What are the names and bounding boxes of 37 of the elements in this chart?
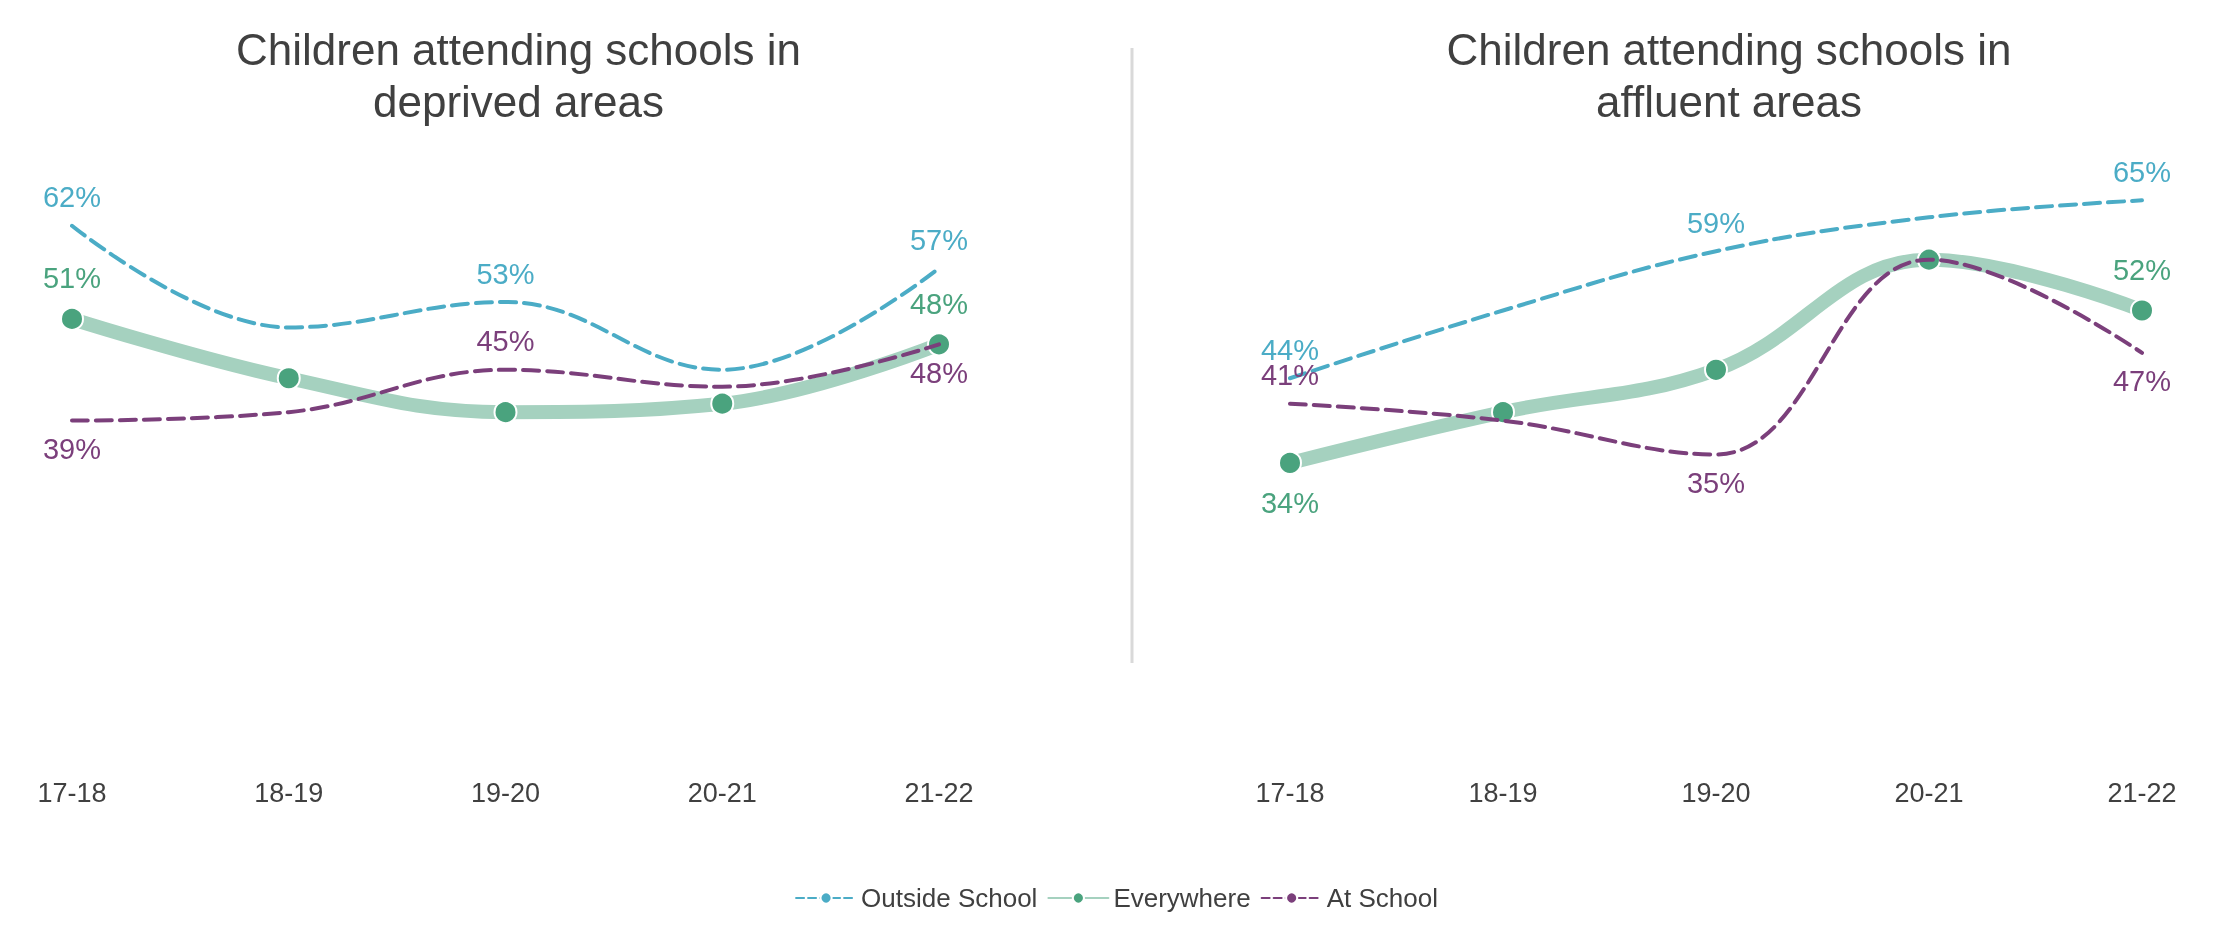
- x-tick-label: 21-22: [2107, 777, 2177, 808]
- point: [60, 306, 84, 331]
- point: [493, 400, 518, 425]
- point: [2130, 298, 2154, 323]
- data-label: 48%: [909, 356, 969, 389]
- data-label: 65%: [2112, 155, 2172, 188]
- x-tick-label: 17-18: [1255, 777, 1325, 808]
- x-tick-label: 18-19: [1468, 777, 1538, 808]
- x-tick-label: 19-20: [470, 777, 541, 808]
- data-label: 52%: [2112, 253, 2172, 286]
- data-label: 39%: [42, 433, 102, 466]
- point: [1704, 357, 1728, 382]
- data-label: 62%: [42, 181, 102, 214]
- x-tick-label: 20-21: [687, 777, 757, 808]
- x-tick-label: 18-19: [254, 777, 324, 808]
- point: [1491, 400, 1515, 425]
- chart-title: Children attending schools in deprived areas: [235, 24, 802, 126]
- data-label: 57%: [909, 223, 969, 256]
- data-label: 45%: [476, 325, 535, 358]
- data-label: 48%: [909, 287, 969, 320]
- data-label: 34%: [1260, 487, 1320, 520]
- x-tick-label: 17-18: [37, 777, 107, 808]
- data-label: 59%: [1686, 206, 1746, 239]
- data-label: 47%: [2112, 365, 2172, 398]
- x-tick-label: 19-20: [1681, 777, 1751, 808]
- point: [710, 391, 735, 416]
- data-label: 51%: [42, 262, 102, 295]
- x-tick-label: 20-21: [1894, 777, 1964, 808]
- x-tick-label: 21-22: [904, 777, 974, 808]
- legend-label: Everywhere: [1113, 883, 1251, 913]
- legend-label: Outside School: [861, 883, 1038, 913]
- data-label: 53%: [476, 257, 535, 290]
- point: [276, 366, 301, 391]
- data-label: 35%: [1686, 467, 1746, 499]
- chart-title: Children attending schools in affluent areas: [1446, 24, 2012, 126]
- legend-label: At School: [1326, 883, 1438, 913]
- point: [1278, 450, 1302, 475]
